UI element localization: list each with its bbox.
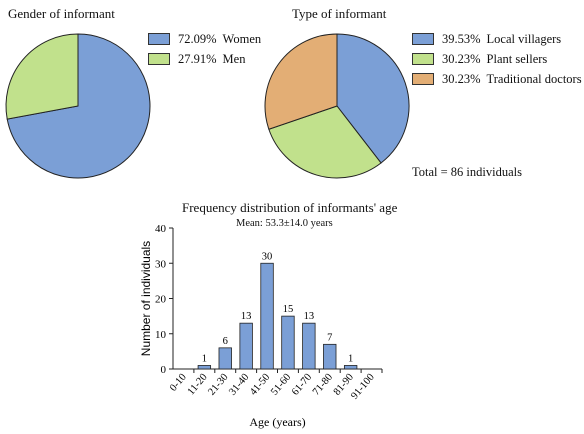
legend-pct: 27.91%: [178, 51, 217, 66]
y-tick-label: 20: [155, 294, 167, 306]
total-note: Total = 86 individuals: [412, 165, 522, 179]
type-pie-slice-traditional-doctors: [264, 33, 338, 130]
legend-label: Traditional doctors: [486, 71, 582, 86]
legend-item-local-villagers: 39.53% Local villagers: [412, 29, 582, 49]
legend-pct: 30.23%: [442, 51, 481, 66]
gender-chart-title: Gender of informant: [8, 6, 115, 21]
bar-value-label: 7: [327, 332, 332, 343]
x-tick-label: 41-50: [248, 372, 272, 398]
legend-pct: 30.23%: [442, 71, 481, 86]
legend-label: Women: [222, 31, 262, 46]
type-chart-title: Type of informant: [292, 6, 387, 21]
gender-pie-slice-women: [6, 33, 151, 179]
x-tick-label: 51-60: [269, 372, 293, 398]
legend-pct: 39.53%: [442, 31, 481, 46]
bar-31-40: [239, 322, 253, 370]
bar-11-20: [197, 365, 212, 370]
x-tick-label: 11-20: [186, 372, 210, 398]
x-tick-label: 31-40: [227, 372, 251, 398]
type-legend: 39.53% Local villagers 30.23% Plant sell…: [412, 29, 582, 89]
bar-value-label: 1: [348, 353, 353, 364]
gender-pie-slice-men: [5, 33, 79, 120]
legend-swatch-men: [148, 53, 170, 65]
legend-swatch-plant-sellers: [412, 53, 434, 65]
legend-item-traditional-doctors: 30.23% Traditional doctors: [412, 69, 582, 89]
bar-41-50: [260, 262, 274, 370]
legend-label: Local villagers: [486, 31, 562, 46]
y-tick-label: 40: [155, 223, 167, 235]
legend-item-women: 72.09% Women: [148, 29, 261, 49]
legend-item-plant-sellers: 30.23% Plant sellers: [412, 49, 582, 69]
bar-51-60: [281, 315, 295, 370]
bar-value-label: 15: [283, 304, 294, 315]
bar-value-label: 13: [241, 311, 252, 322]
y-tick-label: 10: [155, 329, 167, 341]
bar-61-70: [302, 322, 316, 370]
legend-swatch-local-villagers: [412, 33, 434, 45]
bar-value-label: 6: [223, 336, 228, 347]
age-chart-title: Frequency distribution of informants' ag…: [182, 200, 398, 215]
x-tick-label: 21-30: [206, 372, 230, 398]
legend-label: Plant sellers: [486, 51, 548, 66]
x-tick-label: 71-80: [311, 372, 335, 398]
bar-value-label: 1: [202, 353, 207, 364]
bar-81-90: [343, 365, 358, 370]
legend-item-men: 27.91% Men: [148, 49, 261, 69]
bar-value-label: 30: [262, 251, 273, 262]
y-tick-label: 0: [161, 364, 167, 376]
y-tick-label: 30: [155, 258, 167, 270]
legend-pct: 72.09%: [178, 31, 217, 46]
bar-21-30: [218, 347, 232, 370]
legend-swatch-women: [148, 33, 170, 45]
legend-label: Men: [222, 51, 246, 66]
x-tick-label: 61-70: [290, 372, 314, 398]
gender-legend: 72.09% Women 27.91% Men: [148, 29, 261, 69]
bar-value-label: 13: [304, 311, 315, 322]
x-tick-label: 91-100: [349, 372, 377, 402]
type-pie-slice-local-villagers: [336, 33, 410, 164]
age-chart-subtitle: Mean: 53.3±14.0 years: [236, 218, 333, 229]
bar-71-80: [323, 343, 337, 370]
type-pie-slice-plant-sellers: [268, 105, 382, 179]
legend-swatch-traditional-doctors: [412, 73, 434, 85]
x-axis-label: Age (years): [249, 415, 305, 429]
y-axis-label: Number of individuals: [139, 241, 153, 356]
